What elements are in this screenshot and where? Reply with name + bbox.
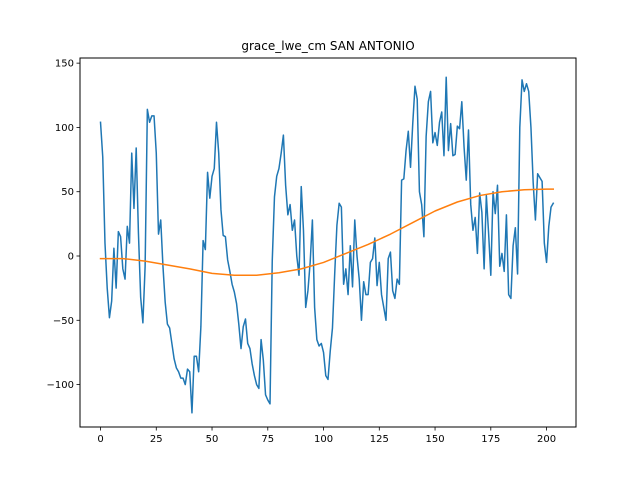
series-line-1 — [99, 76, 555, 414]
y-tick-label: 0 — [68, 252, 74, 263]
x-tick-label: 50 — [206, 434, 219, 445]
y-axis: −100 −50 0 50 100 150 — [47, 59, 80, 391]
x-tick-label: 125 — [370, 434, 389, 445]
series-line-2 — [99, 188, 554, 277]
x-tick-label: 200 — [537, 434, 556, 445]
x-tick-label: 100 — [314, 434, 333, 445]
plot-frame — [79, 57, 577, 428]
x-axis: 0 25 50 75 100 125 150 175 200 — [97, 427, 556, 445]
x-tick-label: 0 — [97, 434, 103, 445]
x-tick-label: 75 — [261, 434, 274, 445]
chart-title: grace_lwe_cm SAN ANTONIO — [241, 39, 414, 53]
y-tick-label: 100 — [55, 123, 74, 134]
x-tick-label: 150 — [426, 434, 445, 445]
x-tick-label: 175 — [481, 434, 500, 445]
y-tick-label: 150 — [55, 59, 74, 70]
x-tick-label: 25 — [150, 434, 163, 445]
y-tick-label: −50 — [53, 316, 74, 327]
y-tick-label: −100 — [47, 380, 74, 391]
y-tick-label: 50 — [61, 187, 74, 198]
plot-area — [99, 76, 555, 414]
